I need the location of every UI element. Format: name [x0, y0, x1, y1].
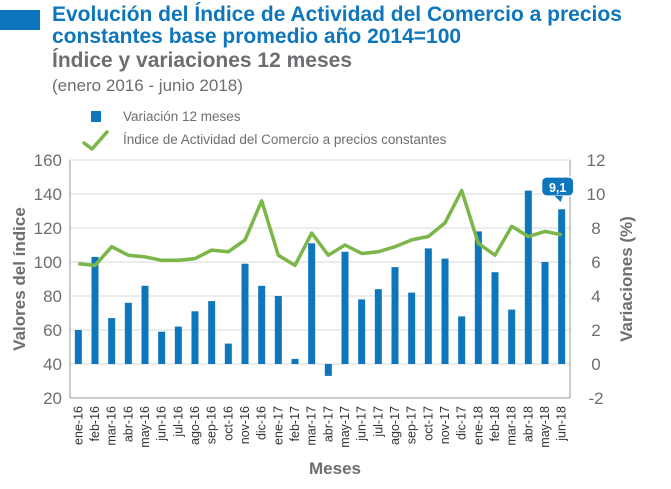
bar	[424, 248, 432, 364]
x-tick-label: nov-17	[438, 406, 452, 444]
chart-subtitle: Índice y variaciones 12 meses	[52, 49, 353, 72]
bar	[558, 209, 566, 364]
bar	[124, 302, 132, 364]
bar	[508, 309, 516, 364]
chart-title: Evolución del Índice de Actividad del Co…	[52, 3, 622, 48]
y-tick-label: 140	[34, 185, 62, 204]
x-tick-label: oct-16	[221, 406, 235, 441]
bar	[491, 272, 499, 364]
x-tick-label: may-16	[138, 406, 152, 448]
bar	[158, 331, 166, 364]
y2-axis-title: Variaciones (%)	[617, 216, 636, 342]
x-tick-label: mar-18	[505, 406, 519, 446]
bar	[541, 262, 549, 364]
legend-label-bars: Variación 12 meses	[123, 109, 241, 124]
x-tick-label: sep-17	[405, 406, 419, 444]
y-tick-label: 80	[43, 287, 62, 306]
bar	[408, 292, 416, 364]
x-axis-title: Meses	[309, 459, 361, 478]
x-tick-label: sep-16	[205, 406, 219, 444]
x-tick-label: mar-16	[105, 406, 119, 446]
bar	[358, 299, 366, 364]
bar	[141, 285, 149, 364]
y2-tick-label: 2	[591, 321, 600, 340]
bar	[524, 190, 532, 364]
legend-bar-swatch	[91, 111, 101, 122]
y-tick-label: 60	[43, 321, 62, 340]
bar	[324, 364, 332, 376]
legend-label-line: Índice de Actividad del Comercio a preci…	[123, 132, 447, 147]
annotation-pointer	[554, 196, 563, 202]
y2-tick-label: 6	[591, 253, 600, 272]
line-series	[78, 188, 563, 268]
x-tick-label: nov-16	[238, 406, 252, 444]
y-tick-label: 100	[34, 253, 62, 272]
x-tick-label: ene-17	[271, 406, 285, 445]
bar	[391, 267, 399, 364]
bar	[108, 318, 116, 364]
y-tick-label: 40	[43, 355, 62, 374]
bar	[241, 263, 249, 364]
annotation-label: 9,1	[549, 181, 566, 195]
y2-tick-label: 8	[591, 219, 600, 238]
x-tick-label: mar-17	[305, 406, 319, 446]
bar	[291, 358, 299, 364]
x-tick-label: ago-16	[188, 406, 202, 445]
bar	[208, 301, 216, 364]
y2-tick-label: 12	[587, 151, 606, 170]
x-tick-label: jun-17	[355, 406, 369, 442]
y-tick-label: 120	[34, 219, 62, 238]
bar	[258, 285, 266, 364]
x-tick-label: feb-17	[288, 406, 302, 441]
y2-tick-label: -2	[588, 389, 603, 408]
y-axis-title: Valores del índice	[10, 207, 29, 351]
x-tick-label: jun-18	[555, 406, 569, 442]
y2-tick-label: 10	[587, 185, 606, 204]
x-tick-label: abr-16	[121, 406, 135, 442]
title-accent-bar	[0, 10, 40, 30]
y-tick-label: 160	[34, 151, 62, 170]
x-tick-label: may-17	[338, 406, 352, 448]
bar	[341, 251, 349, 364]
bar	[191, 311, 199, 364]
chart-period: (enero 2016 - junio 2018)	[52, 76, 243, 95]
x-tick-label: jul-16	[171, 406, 185, 438]
bar	[274, 296, 282, 364]
bar	[91, 256, 99, 364]
legend-line-swatch	[82, 130, 109, 151]
x-tick-label: abr-18	[521, 406, 535, 442]
x-tick-label: jul-17	[371, 406, 385, 438]
x-tick-label: dic-17	[455, 406, 469, 440]
bar	[374, 289, 382, 364]
bar	[224, 343, 232, 364]
bar	[458, 316, 466, 364]
x-tick-label: ene-16	[71, 406, 85, 445]
y-tick-label: 20	[43, 389, 62, 408]
x-tick-label: dic-16	[255, 406, 269, 440]
x-tick-label: jun-16	[155, 406, 169, 442]
bar	[308, 243, 316, 364]
x-tick-label: oct-17	[421, 406, 435, 441]
x-tick-label: feb-18	[488, 406, 502, 441]
bar	[74, 330, 82, 364]
bar	[441, 258, 449, 364]
y2-tick-label: 4	[591, 287, 600, 306]
x-tick-label: feb-16	[88, 406, 102, 441]
x-tick-label: ago-17	[388, 406, 402, 445]
bar	[474, 231, 482, 364]
bar	[174, 326, 182, 364]
x-tick-label: abr-17	[321, 406, 335, 442]
x-tick-label: may-18	[538, 406, 552, 448]
x-tick-label: ene-18	[471, 406, 485, 445]
y2-tick-label: 0	[591, 355, 600, 374]
